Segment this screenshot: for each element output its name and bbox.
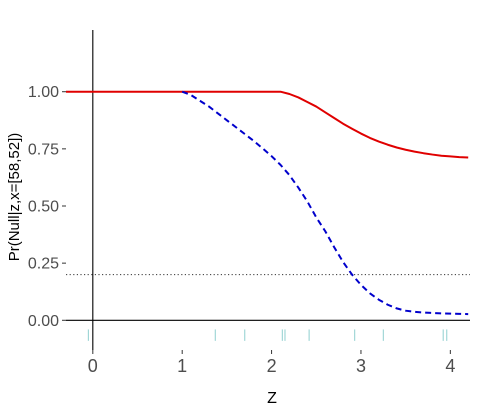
x-tick-label-3: 3 [356, 356, 366, 376]
y-axis-title: Pr(Null|z,x=[58,52]) [6, 133, 23, 262]
y-tick-label-3: 0.75 [28, 141, 59, 158]
x-tick-label-4: 4 [445, 356, 455, 376]
x-axis-title: Z [267, 390, 277, 407]
x-tick-label-2: 2 [267, 356, 277, 376]
series-line-1 [181, 90, 469, 316]
x-tick-label-0: 0 [88, 356, 98, 376]
y-tick-label-2: 0.50 [28, 199, 59, 216]
y-tick-label-0: 0.00 [28, 313, 59, 330]
plot-area: 0.00 0.25 0.50 0.75 1.00 0 1 2 3 4 [28, 30, 470, 376]
x-tick-label-1: 1 [177, 356, 187, 376]
series-line-0 [66, 90, 469, 159]
y-tick-label-1: 0.25 [28, 256, 59, 273]
y-tick-label-4: 1.00 [28, 84, 59, 101]
